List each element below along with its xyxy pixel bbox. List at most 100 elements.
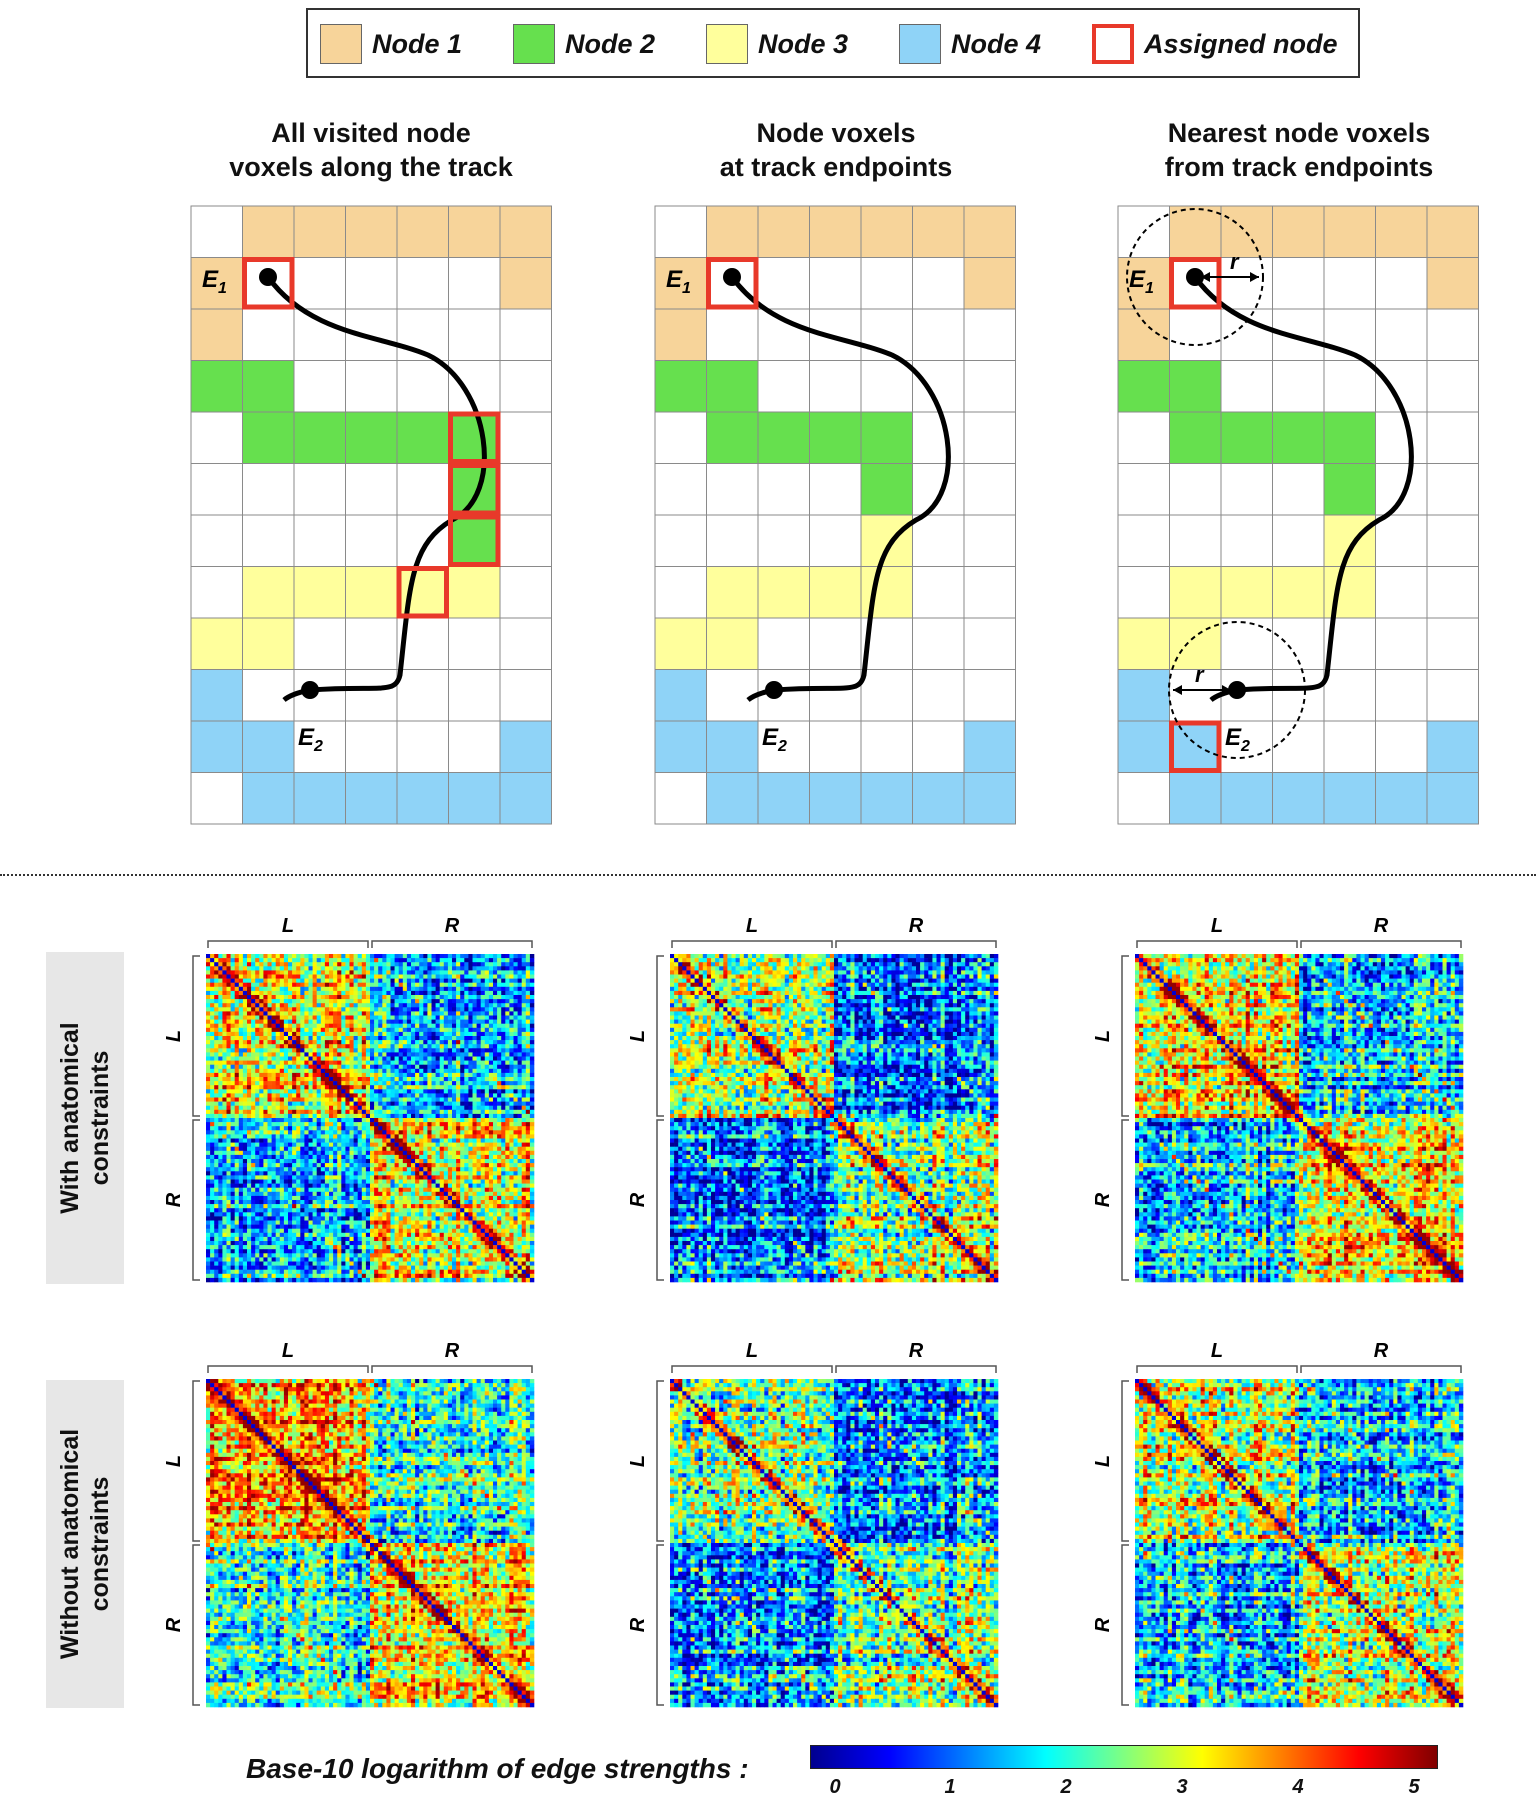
voxel-cell [757, 308, 810, 361]
matrix-cell [214, 962, 219, 967]
matrix-cell [423, 1134, 428, 1139]
matrix-cell [505, 1007, 510, 1012]
matrix-cell [525, 1134, 531, 1139]
matrix-cell [443, 974, 449, 979]
matrix-cell [456, 1101, 461, 1106]
matrix-cell [242, 1118, 248, 1123]
matrix-cell [324, 1077, 330, 1082]
matrix-cell [251, 1015, 256, 1020]
matrix-cell [259, 1097, 264, 1102]
matrix-cell [349, 1060, 354, 1065]
matrix-cell [312, 1011, 317, 1016]
matrix-cell [398, 999, 404, 1004]
matrix-cell [370, 970, 375, 975]
matrix-cell [349, 1187, 354, 1193]
matrix-cell [468, 1040, 473, 1045]
matrix-cell [439, 1159, 445, 1164]
matrix-cell [480, 1081, 486, 1086]
matrix-cell [329, 1089, 334, 1094]
matrix-cell [337, 1122, 342, 1127]
matrix-cell [255, 1105, 260, 1111]
matrix-cell [513, 1048, 518, 1053]
matrix-cell [484, 1085, 490, 1090]
matrix-cell [304, 1175, 309, 1180]
matrix-cell [529, 1023, 535, 1029]
matrix-cell [271, 1134, 276, 1139]
voxel-cell [1272, 411, 1325, 464]
matrix-cell [382, 954, 387, 959]
matrix-cell [247, 1171, 252, 1176]
matrix-cell [390, 1118, 395, 1123]
matrix-cell [214, 1175, 219, 1180]
matrix-cell [329, 1134, 334, 1139]
matrix-cell [296, 995, 301, 1000]
matrix-cell [411, 1052, 416, 1057]
matrix-cell [316, 1126, 322, 1131]
matrix-cell [333, 1077, 338, 1082]
matrix-cell [267, 1011, 272, 1016]
matrix-cell [398, 1040, 404, 1045]
matrix-cell [390, 954, 395, 959]
matrix-cell [304, 1105, 309, 1111]
matrix-cell [439, 1036, 445, 1041]
matrix-cell [390, 1134, 395, 1139]
matrix-cell [222, 1130, 227, 1135]
matrix-cell [304, 986, 309, 992]
matrix-cell [288, 1015, 293, 1020]
matrix-cell [464, 1011, 469, 1016]
matrix-cell [501, 1048, 506, 1053]
matrix-cell [529, 970, 535, 975]
matrix-cell [218, 1056, 223, 1061]
matrix-cell [513, 1007, 518, 1012]
matrix-cell [415, 970, 420, 975]
matrix-cell [251, 1003, 256, 1008]
matrix-cell [406, 1089, 412, 1094]
matrix-cell [247, 966, 252, 971]
matrix-cell [324, 1126, 330, 1131]
matrix-cell [333, 1167, 338, 1172]
voxel-cell [1375, 205, 1428, 258]
matrix-cell [374, 1048, 379, 1053]
matrix-cell [406, 1072, 412, 1078]
matrix-cell [271, 982, 276, 988]
matrix-cell [501, 1134, 506, 1139]
matrix-cell [242, 1146, 248, 1152]
matrix-cell [345, 954, 350, 959]
matrix-cell [378, 1101, 383, 1106]
matrix-cell [251, 1056, 256, 1061]
matrix-cell [333, 1081, 338, 1086]
matrix-cell [251, 1146, 256, 1152]
matrix-cell [324, 1159, 330, 1164]
matrix-cell [415, 962, 420, 967]
matrix-cell [460, 1122, 465, 1127]
matrix-cell [353, 1179, 358, 1184]
matrix-cell [505, 966, 510, 971]
matrix-cell [484, 1138, 490, 1143]
matrix-cell [529, 958, 535, 963]
matrix-cell [267, 1138, 272, 1143]
matrix-cell [300, 1040, 305, 1045]
endpoint-e1-dot [1186, 268, 1204, 286]
matrix-cell [480, 986, 486, 992]
matrix-cell [464, 1118, 469, 1123]
matrix-cell [386, 1146, 391, 1152]
matrix-cell [255, 1036, 260, 1041]
matrix-cell [333, 1015, 338, 1020]
matrix-cell [349, 1072, 354, 1078]
matrix-cell [456, 1105, 461, 1111]
matrix-cell [353, 1011, 358, 1016]
matrix-cell [472, 1122, 477, 1127]
matrix-cell [505, 982, 510, 988]
matrix-cell [505, 958, 510, 963]
matrix-cell [513, 1171, 518, 1176]
matrix-cell [374, 1023, 379, 1029]
matrix-cell [439, 1113, 445, 1119]
matrix-cell [370, 995, 375, 1000]
matrix-cell [517, 1068, 522, 1074]
matrix-cell [341, 958, 346, 963]
matrix-cell [493, 1101, 498, 1106]
matrix-cell [353, 958, 358, 963]
matrix-cell [341, 1089, 346, 1094]
matrix-cell [419, 1122, 424, 1127]
matrix-cell [341, 1085, 346, 1090]
